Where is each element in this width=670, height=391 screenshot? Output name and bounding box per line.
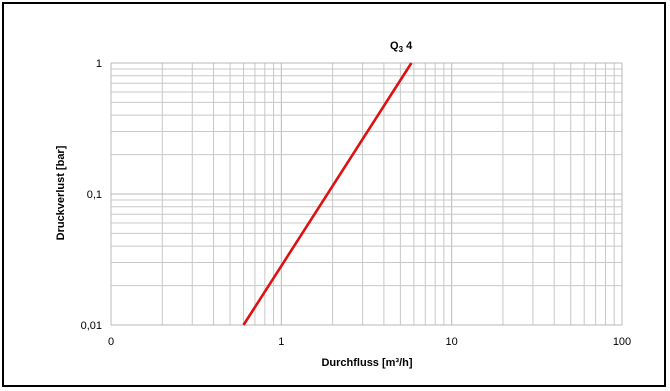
grid bbox=[110, 62, 623, 326]
series-label-main: Q bbox=[390, 40, 399, 52]
x-tick-label: 100 bbox=[613, 336, 631, 348]
series-label-rest: 4 bbox=[403, 40, 413, 52]
x-axis-label: Durchfluss [m³/h] bbox=[321, 357, 412, 369]
tick-labels: 0 1 10 100 0,01 0,1 1 bbox=[81, 58, 632, 348]
series-label: Q3 4 bbox=[390, 40, 413, 54]
x-tick-label: 0 bbox=[108, 336, 114, 348]
y-tick-label: 0,01 bbox=[81, 320, 102, 332]
y-tick-label: 1 bbox=[96, 58, 102, 70]
y-axis-label: Druckverlust [bar] bbox=[55, 145, 67, 240]
series-layer bbox=[242, 62, 413, 326]
y-tick-label: 0,1 bbox=[87, 189, 102, 201]
x-tick-label: 1 bbox=[278, 336, 284, 348]
x-tick-label: 10 bbox=[446, 336, 458, 348]
series-label-sub: 3 bbox=[399, 45, 404, 54]
series-line bbox=[242, 62, 413, 326]
